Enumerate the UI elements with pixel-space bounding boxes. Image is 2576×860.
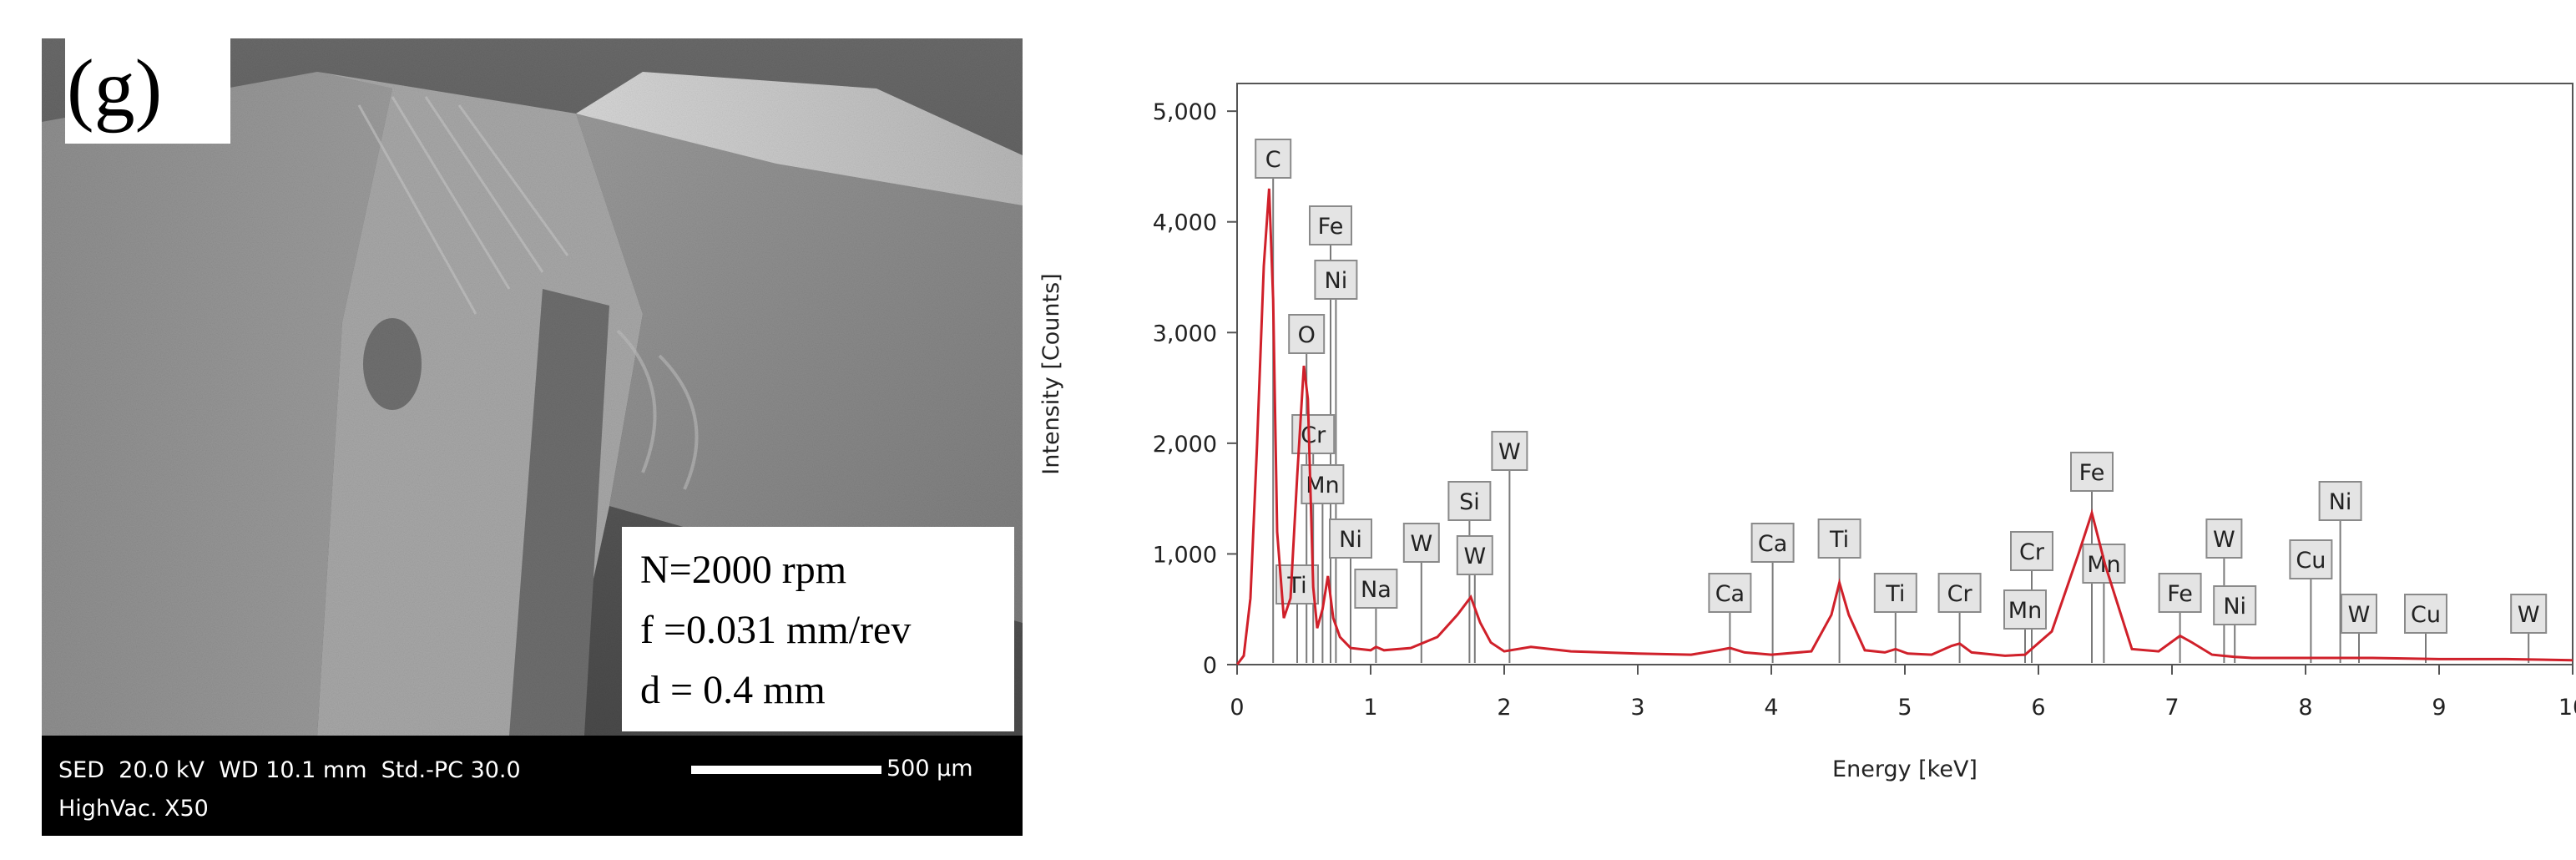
annotation-box [2158,573,2202,613]
element-label: W [1410,531,1432,557]
axes: 0 1 2 3 4 5 6 7 8 9 10 0 1,000 2,000 3,000 4,000 5,000 [1153,99,2576,721]
element-label: W [2348,602,2371,628]
element-label: Cu [2411,602,2441,628]
feed-rate-text: f =0.031 mm/rev [640,608,912,652]
element-label: W [2213,527,2235,553]
element-label: Cr [1301,422,1326,448]
x-tick-label: 0 [1230,695,1244,721]
x-tick-label: 2 [1497,695,1511,721]
sem-micrograph [42,38,1023,736]
annotation-box [2404,594,2447,634]
annotation-box [2213,585,2257,625]
element-label: Ca [1758,531,1787,557]
element-label: Fe [1318,214,1344,240]
element-label: Na [1361,577,1392,603]
y-tick-label: 2,000 [1153,432,1217,458]
element-label: Cr [2019,539,2045,565]
panel-label: (g) [65,38,230,144]
spindle-speed-text: N=2000 rpm [640,548,847,592]
sem-info-bar: SED 20.0 kV WD 10.1 mm Std.-PC 30.0 High… [42,736,1023,836]
x-tick-label: 1 [1363,695,1377,721]
annotation-box [1354,569,1398,609]
x-tick-label: 7 [2164,695,2179,721]
annotation-box [1873,573,1917,613]
sem-info-line-2: HighVac. X50 [58,796,209,822]
annotation-box [2003,589,2047,630]
sem-info-line-1: SED 20.0 kV WD 10.1 mm Std.-PC 30.0 [58,757,521,783]
annotation-box [1708,573,1752,613]
annotation-box [1314,260,1358,300]
y-tick-label: 1,000 [1153,542,1217,568]
y-tick-label: 5,000 [1153,99,1217,125]
x-tick-label: 9 [2432,695,2446,721]
element-label: W [1463,544,1486,569]
element-label: W [1498,439,1521,465]
element-label: W [2518,602,2540,628]
element-label: Fe [2079,460,2105,486]
annotation-box [2510,594,2548,634]
element-label: Ni [1325,268,1348,294]
element-label: Ca [1715,581,1745,607]
scale-bar [691,766,881,774]
spectrum-line [1235,188,2573,665]
x-tick-label: 4 [1764,695,1778,721]
element-label: Ni [1339,527,1362,553]
x-tick-label: 5 [1897,695,1912,721]
element-label: Cu [2296,548,2326,574]
element-label: Ti [1885,581,1905,607]
element-label: O [1298,322,1316,348]
annotation-box [1817,519,1861,559]
annotation-box [2318,481,2362,521]
annotation-box [1301,464,1345,504]
annotation-box [1255,139,1292,179]
y-tick-label: 0 [1203,653,1217,679]
annotation-box [1329,519,1372,559]
element-label: Ti [1829,527,1849,553]
element-label: Ni [2329,489,2352,515]
annotation-box [1750,523,1795,563]
annotation-box [2341,594,2377,634]
element-label: Cr [1947,581,1973,607]
cutting-parameters-box: N=2000 rpm f =0.031 mm/rev d = 0.4 mm [622,527,1014,731]
element-label: Ni [2223,594,2246,620]
sem-panel: (g) N=2000 rpm f =0.031 mm/rev d = 0.4 m… [42,38,1023,836]
x-tick-label: 8 [2298,695,2312,721]
element-label: Mn [2008,598,2042,624]
annotation-box [1288,314,1326,354]
annotation-box [1402,523,1440,563]
annotation-box [1456,535,1493,575]
depth-of-cut-text: d = 0.4 mm [640,668,826,712]
scale-bar-label: 500 µm [886,756,973,782]
element-label: Si [1459,489,1480,515]
y-tick-label: 3,000 [1153,321,1217,347]
annotation-box [2289,539,2333,579]
element-label: Fe [2167,581,2193,607]
x-tick-label: 3 [1630,695,1644,721]
y-tick-label: 4,000 [1153,210,1217,236]
x-axis-title: Energy [keV] [1832,756,1977,782]
annotation-box [1309,205,1352,245]
annotation-box [2010,531,2053,571]
annotation-box [2205,519,2243,559]
annotation-box [2070,452,2114,492]
annotation-box [1447,481,1492,521]
x-tick-label: 10 [2558,695,2576,721]
x-tick-label: 6 [2031,695,2045,721]
y-axis-title: Intensity [Counts] [1038,273,1064,474]
element-label: C [1265,147,1281,173]
annotation-box [1491,431,1528,471]
annotation-box [1937,573,1982,613]
